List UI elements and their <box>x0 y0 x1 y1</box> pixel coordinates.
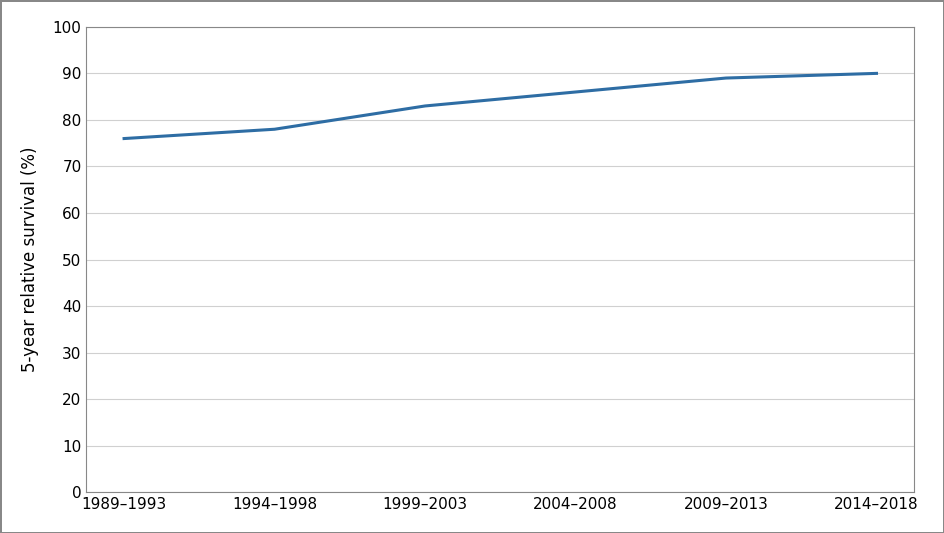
Y-axis label: 5-year relative survival (%): 5-year relative survival (%) <box>21 147 39 373</box>
